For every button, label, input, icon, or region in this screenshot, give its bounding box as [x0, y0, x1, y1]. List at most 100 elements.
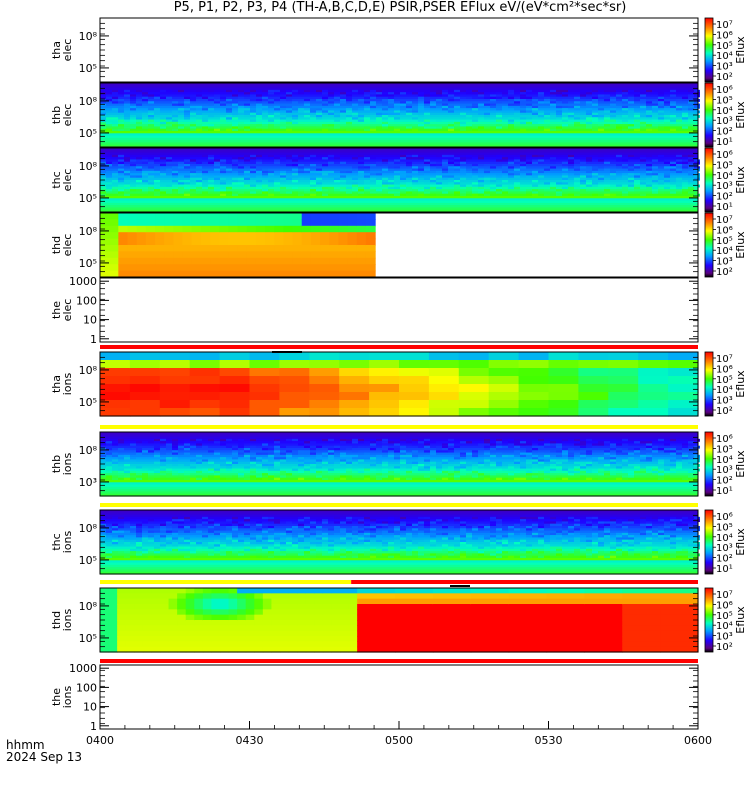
heatmap-cell: [130, 94, 136, 98]
heatmap-cell: [280, 103, 286, 107]
heatmap-cell: [652, 115, 658, 118]
heatmap-cell: [496, 537, 502, 541]
heatmap-cell: [100, 360, 131, 369]
heatmap-cell: [286, 454, 292, 458]
heatmap-cell: [676, 115, 682, 118]
heatmap-cell: [328, 452, 334, 456]
heatmap-cell: [358, 553, 364, 557]
heatmap-cell: [520, 105, 526, 109]
heatmap-cell: [338, 264, 349, 272]
heatmap-cell: [100, 245, 110, 252]
heatmap-cell: [228, 641, 238, 648]
heatmap-cell: [304, 546, 310, 550]
heatmap-cell: [628, 110, 634, 114]
heatmap-cell: [442, 154, 448, 158]
panel-label-probe: thd: [50, 236, 63, 254]
heatmap-cell: [358, 115, 364, 118]
heatmap-cell: [676, 528, 682, 532]
heatmap-cell: [574, 117, 580, 121]
heatmap-cell: [586, 108, 592, 112]
heatmap-cell: [454, 173, 460, 177]
heatmap-cell: [145, 245, 156, 252]
heatmap-cell: [184, 555, 190, 559]
heatmap-cell: [298, 528, 304, 532]
heatmap-cell: [262, 542, 268, 545]
heatmap-cell: [280, 157, 286, 161]
heatmap-cell: [526, 551, 532, 555]
heatmap-cell: [676, 170, 682, 174]
heatmap-cell: [297, 609, 307, 616]
heatmap-cell: [124, 464, 130, 467]
heatmap-cell: [652, 112, 658, 116]
heatmap-cell: [100, 544, 106, 548]
heatmap-cell: [478, 94, 484, 98]
heatmap-cell: [470, 620, 510, 626]
heatmap-cell: [194, 614, 204, 621]
heatmap-cell: [244, 519, 250, 523]
heatmap-cell: [254, 625, 264, 632]
heatmap-row: [100, 445, 698, 449]
heatmap-cell: [370, 177, 376, 181]
heatmap-cell: [130, 526, 136, 529]
heatmap-cell: [388, 530, 394, 534]
heatmap-cell: [586, 553, 592, 557]
heatmap-cell: [388, 159, 394, 163]
heatmap-cell: [196, 546, 202, 550]
heatmap-cell: [172, 530, 178, 534]
heatmap-cell: [255, 245, 266, 252]
heatmap-cell: [604, 452, 610, 456]
heatmap-cell: [348, 614, 358, 621]
heatmap-cell: [334, 115, 340, 118]
heatmap-cell: [301, 257, 312, 265]
heatmap-cell: [100, 251, 110, 259]
heatmap-cell: [250, 166, 256, 170]
heatmap-cell: [562, 438, 568, 442]
heatmap-cell: [668, 352, 699, 361]
heatmap-cell: [100, 604, 110, 610]
heatmap-cell: [136, 530, 142, 534]
heatmap-cell: [310, 193, 316, 197]
heatmap-cell: [112, 542, 118, 545]
heatmap-cell: [185, 609, 195, 616]
heatmap-cell: [316, 115, 322, 118]
heatmap-cell: [406, 105, 412, 109]
heatmap-cell: [670, 470, 676, 474]
heatmap-cell: [622, 186, 628, 190]
heatmap-cell: [638, 376, 669, 385]
heatmap-cell: [262, 126, 268, 130]
heatmap-cell: [544, 96, 550, 100]
heatmap-cell: [660, 604, 699, 610]
heatmap-cell: [309, 376, 340, 385]
heatmap-cell: [412, 438, 418, 442]
panel-frame: [99, 664, 699, 730]
heatmap-cell: [331, 620, 341, 626]
heatmap-cell: [246, 257, 257, 265]
heatmap-cell: [436, 89, 442, 93]
heatmap-cell: [118, 164, 124, 167]
heatmap-cell: [148, 186, 154, 190]
heatmap-cell: [346, 521, 352, 525]
heatmap-cell: [255, 213, 266, 220]
heatmap-cell: [316, 530, 322, 534]
heatmap-cell: [592, 173, 598, 177]
heatmap-cell: [348, 588, 358, 594]
heatmap-cell: [676, 466, 682, 470]
heatmap-cell: [100, 238, 110, 246]
heatmap-cell: [283, 264, 294, 272]
heatmap-cell: [472, 454, 478, 458]
heatmap-cell: [100, 588, 110, 594]
heatmap-cell: [622, 537, 628, 541]
heatmap-cell: [118, 454, 124, 458]
heatmap-cell: [584, 646, 623, 653]
heatmap-cell: [658, 110, 664, 114]
heatmap-cell: [400, 454, 406, 458]
heatmap-cell: [688, 539, 694, 543]
heatmap-cell: [182, 225, 193, 233]
heatmap-cell: [346, 189, 352, 193]
heatmap-cell: [628, 126, 634, 130]
heatmap-cell: [538, 548, 544, 552]
heatmap-cell: [254, 646, 264, 653]
heatmap-cell: [297, 630, 307, 637]
heatmap-cell: [586, 182, 592, 186]
